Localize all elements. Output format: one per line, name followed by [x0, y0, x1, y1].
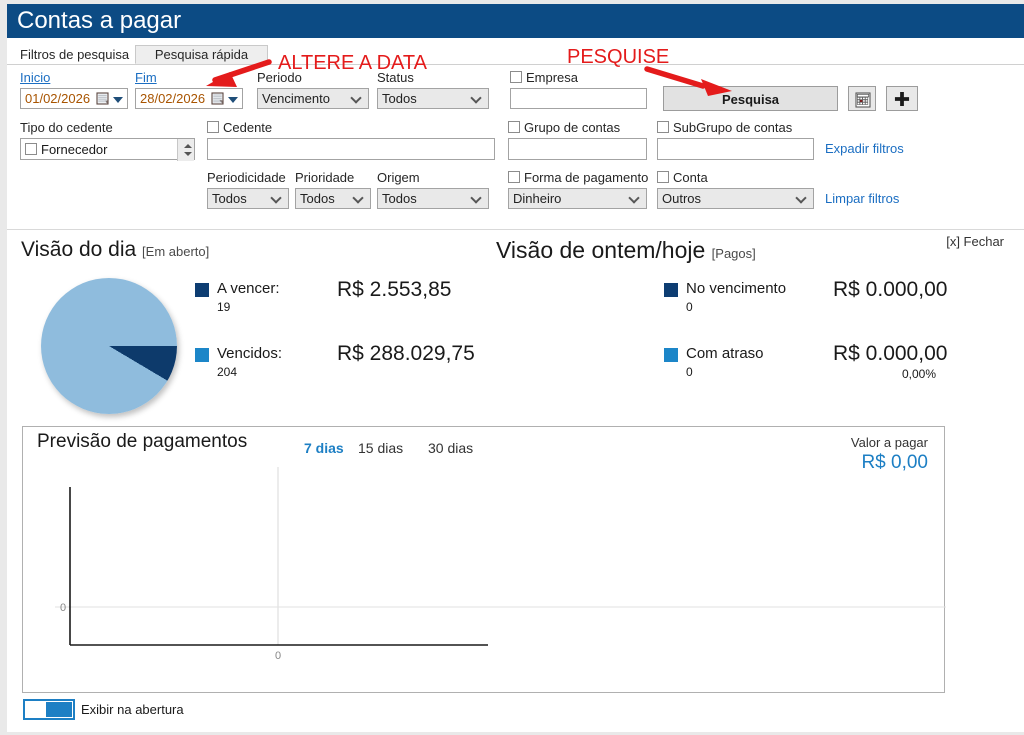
svg-text:0: 0 [275, 650, 281, 662]
svg-text:0: 0 [60, 602, 66, 614]
